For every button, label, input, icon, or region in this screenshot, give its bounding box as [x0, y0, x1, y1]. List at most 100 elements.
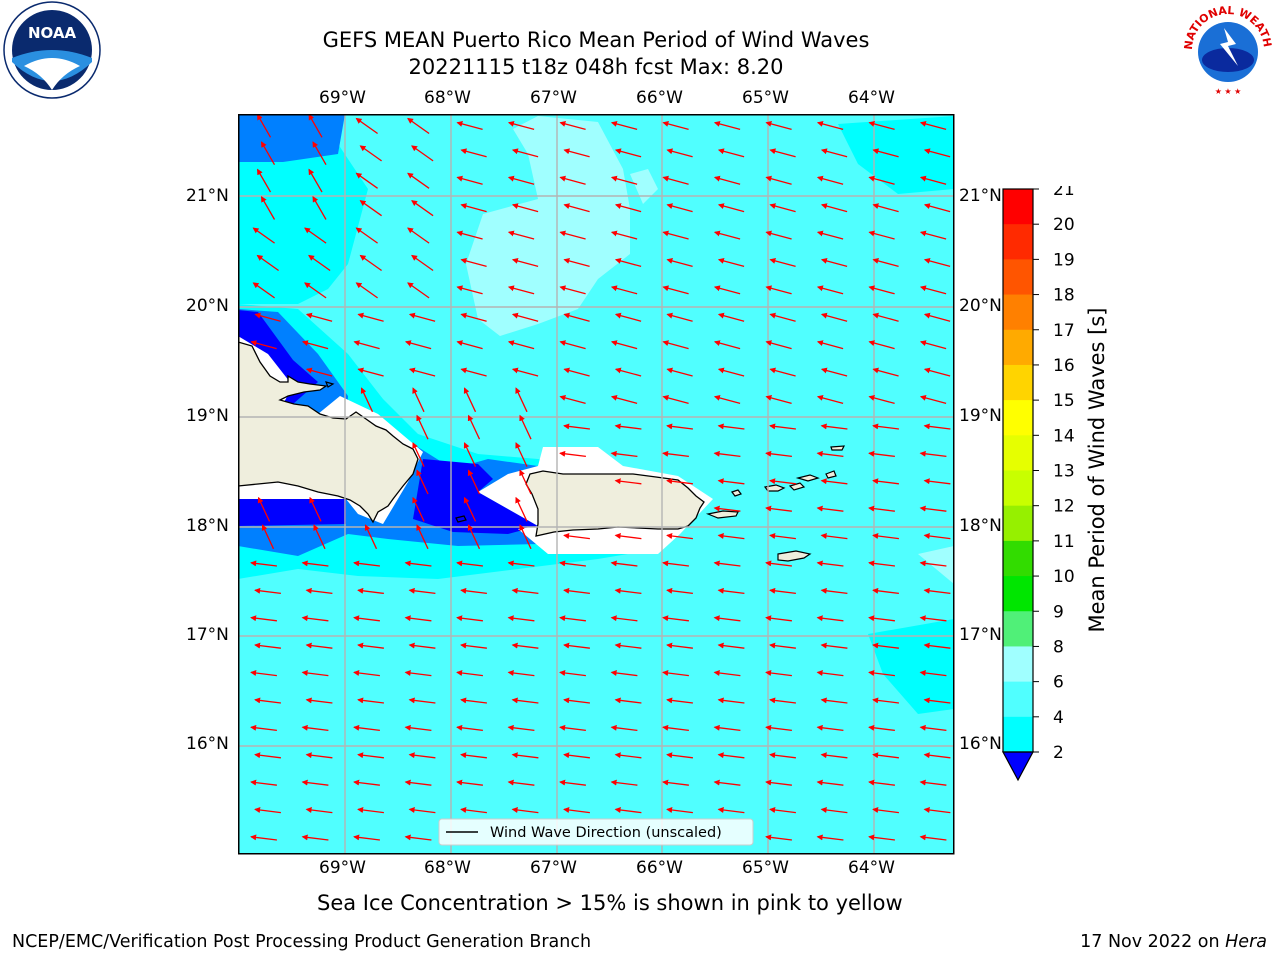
wind-wave-arrow — [511, 258, 539, 268]
footer-date: 17 Nov 2022 on Hera — [1080, 932, 1267, 952]
colorbar-band — [1003, 505, 1033, 542]
wind-wave-arrow — [563, 148, 590, 158]
wind-wave-arrow — [404, 724, 432, 732]
wind-wave-arrow — [868, 450, 895, 458]
colorbar-band — [1003, 576, 1033, 612]
wind-wave-arrow — [816, 395, 844, 405]
colorbar-band — [1003, 259, 1033, 296]
wind-wave-arrow — [261, 524, 275, 550]
wind-wave-arrow — [404, 340, 432, 350]
lon-label-top-6: 64°W — [848, 88, 895, 108]
period-zone-under-2-b — [238, 499, 346, 526]
wind-wave-arrow — [614, 642, 642, 649]
wind-wave-arrow — [662, 395, 689, 405]
wind-wave-arrow — [820, 258, 848, 268]
wind-wave-arrow — [610, 779, 638, 786]
wind-wave-arrow — [559, 340, 586, 350]
graticule — [238, 114, 954, 854]
lon-label-bottom-4: 66°W — [636, 858, 683, 878]
wind-wave-arrow — [250, 670, 277, 677]
wind-wave-arrow — [507, 230, 535, 240]
wind-wave-arrow — [305, 807, 333, 814]
wind-wave-arrow — [305, 752, 333, 759]
wind-wave-arrow — [666, 533, 693, 540]
wind-wave-arrow — [666, 697, 693, 704]
wind-wave-arrow — [357, 367, 384, 377]
wind-wave-arrow — [872, 752, 899, 759]
wind-wave-arrow — [820, 312, 848, 322]
wind-wave-arrow — [666, 367, 693, 377]
map-subtitle: 20221115 t18z 048h fcst Max: 8.20 — [408, 55, 784, 79]
lat-label-left-5: 17°N — [186, 625, 229, 645]
wind-wave-arrow — [456, 670, 483, 677]
wind-wave-arrow — [254, 752, 281, 759]
colorbar-tick-label: 15 — [1053, 391, 1075, 411]
wind-wave-arrow — [820, 203, 848, 213]
wind-wave-arrow — [662, 340, 689, 350]
wind-wave-arrow — [559, 615, 586, 622]
wind-wave-arrow — [919, 340, 947, 350]
wind-wave-arrow — [919, 285, 947, 295]
wind-wave-arrow — [456, 285, 483, 295]
colorbar-band — [1003, 329, 1033, 366]
wind-wave-arrow — [519, 414, 532, 440]
map-title: GEFS MEAN Puerto Rico Mean Period of Win… — [322, 28, 870, 52]
wind-wave-arrow — [559, 779, 586, 786]
wind-wave-arrow — [816, 724, 844, 732]
wind-wave-arrow — [713, 505, 741, 512]
wind-wave-arrow — [460, 697, 487, 704]
wind-wave-arrow — [872, 697, 899, 704]
colorbar-bands — [1003, 189, 1033, 753]
wind-wave-arrows — [250, 114, 951, 841]
wind-wave-arrow — [816, 834, 844, 841]
wind-wave-arrow — [563, 203, 590, 213]
wind-wave-arrow — [563, 587, 590, 595]
wind-wave-arrow — [816, 285, 844, 295]
wind-wave-arrow — [717, 642, 745, 649]
wind-wave-arrow — [250, 340, 277, 350]
land-hispaniola — [238, 341, 419, 524]
wind-wave-arrow — [563, 367, 590, 377]
colorbar-tick-label: 16 — [1053, 356, 1075, 376]
arrow-legend-label: Wind Wave Direction (unscaled) — [490, 825, 722, 841]
lat-label-left-4: 18°N — [186, 516, 229, 536]
wind-wave-arrow — [563, 807, 590, 814]
wind-wave-arrow — [923, 203, 951, 213]
wind-wave-arrow — [820, 642, 848, 649]
wind-wave-arrow — [511, 312, 539, 322]
wind-wave-arrow — [254, 807, 281, 814]
wind-wave-arrow — [872, 642, 899, 649]
wind-wave-arrow — [250, 724, 277, 732]
lon-label-top-1: 69°W — [319, 88, 366, 108]
wind-wave-arrow — [713, 121, 741, 131]
wind-wave-arrow — [666, 148, 693, 158]
wind-wave-arrow — [816, 560, 844, 567]
wind-wave-arrow — [872, 533, 899, 540]
lat-label-right-6: 16°N — [959, 734, 1002, 754]
wind-wave-arrow — [662, 121, 689, 131]
wind-wave-arrow — [614, 807, 642, 814]
wind-wave-arrow — [610, 450, 638, 458]
wind-wave-arrow — [923, 697, 951, 704]
wind-wave-arrow — [765, 230, 792, 240]
colorbar-band — [1003, 716, 1033, 753]
footer-host: Hera — [1225, 932, 1267, 952]
land-vieques — [705, 510, 739, 519]
wind-wave-arrow — [717, 807, 745, 814]
colorbar-band — [1003, 470, 1033, 507]
wind-wave-arrow — [769, 587, 796, 595]
lat-label-left-2: 20°N — [186, 296, 229, 316]
wind-wave-arrow — [407, 227, 430, 244]
lon-label-bottom-3: 67°W — [530, 858, 577, 878]
wind-wave-arrow — [559, 450, 586, 458]
land-islets-north — [324, 381, 335, 388]
wind-wave-arrow — [360, 387, 374, 413]
wind-wave-arrow — [254, 697, 281, 704]
wind-wave-arrow — [355, 282, 378, 299]
wind-wave-arrow — [816, 230, 844, 240]
wind-wave-arrow — [872, 367, 899, 377]
wind-wave-arrow — [463, 442, 477, 467]
wind-wave-arrow — [404, 560, 432, 567]
wind-wave-arrow — [666, 752, 693, 759]
wind-wave-arrow — [872, 478, 899, 485]
